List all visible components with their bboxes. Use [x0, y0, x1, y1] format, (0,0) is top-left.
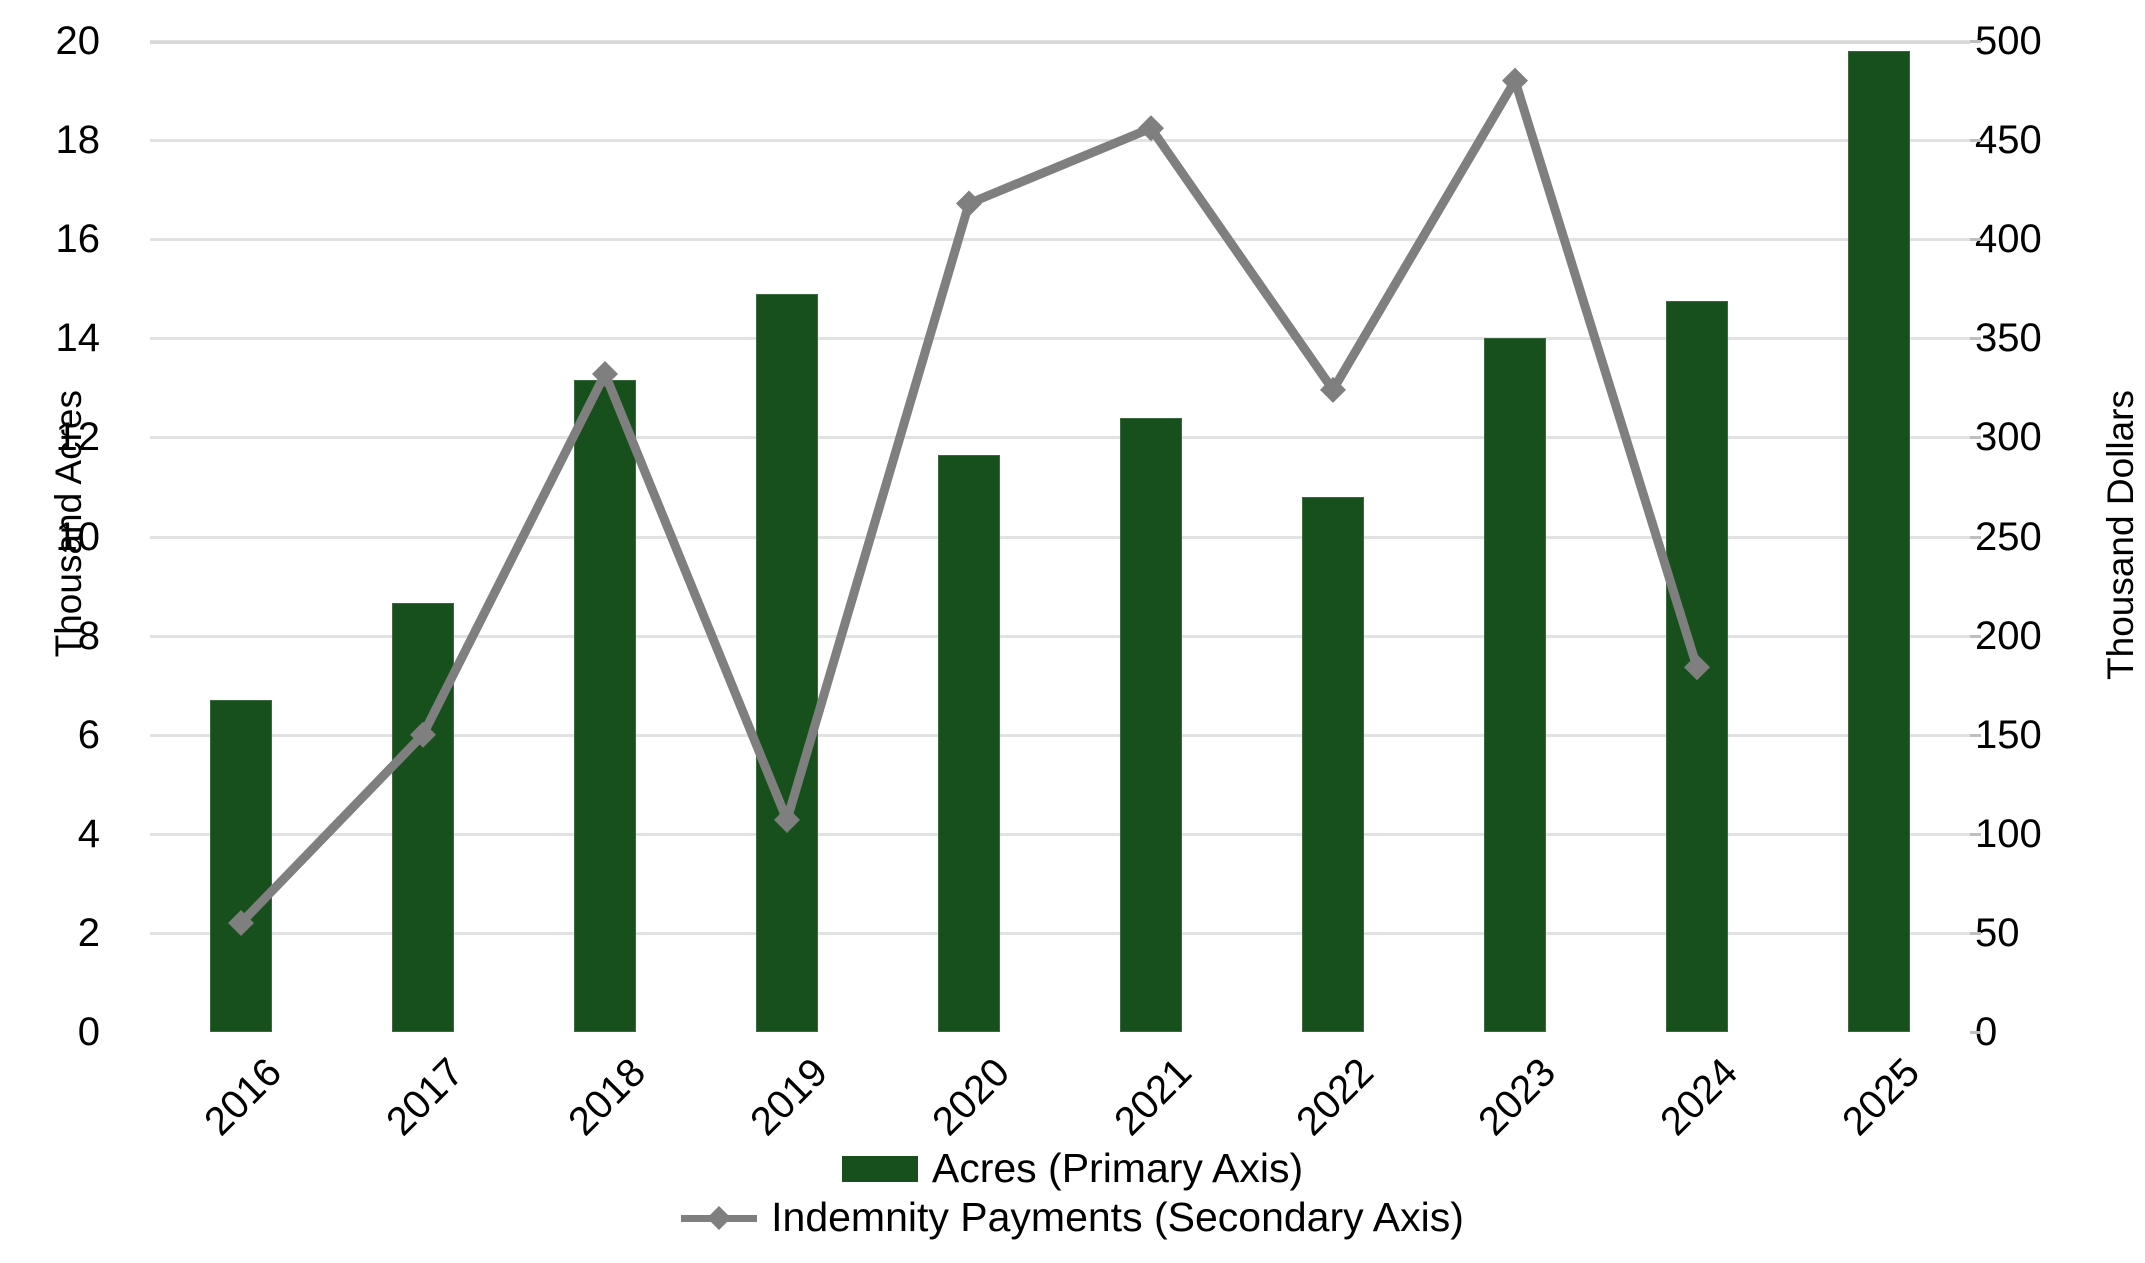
x-tick-label-2020: 2020 [924, 1050, 1019, 1145]
bar-swatch-icon [841, 1155, 918, 1182]
primary-y-tick-label: 14 [55, 316, 101, 361]
secondary-axis-tick-mark [1970, 238, 1981, 242]
x-tick-label-2025: 2025 [1834, 1050, 1929, 1145]
secondary-y-tick-label: 150 [1975, 712, 2042, 757]
primary-y-tick-label: 0 [77, 1010, 100, 1054]
x-axis-line [150, 41, 1970, 44]
legend-label-acres: Acres (Primary Axis) [931, 1145, 1304, 1191]
secondary-axis-tick-mark [1970, 436, 1981, 440]
gridline [150, 337, 1970, 341]
secondary-axis-tick-mark [1970, 634, 1981, 638]
bar-2020[interactable] [938, 454, 1000, 1032]
line-marker-2021[interactable] [1138, 115, 1164, 142]
chart-legend: Acres (Primary Axis) Indemnity Payments … [0, 1148, 2145, 1238]
primary-y-tick-label: 16 [55, 217, 101, 262]
legend-label-indemnity-payments: Indemnity Payments (Secondary Axis) [771, 1194, 1464, 1240]
secondary-axis-tick-mark [1970, 337, 1981, 341]
bar-2019[interactable] [756, 293, 818, 1032]
primary-y-tick-label: 20 [55, 19, 101, 63]
secondary-y-tick-label: 450 [1975, 118, 2042, 163]
bar-2021[interactable] [1120, 417, 1182, 1032]
line-marker-2019[interactable] [774, 806, 800, 833]
line-marker-2023[interactable] [1502, 67, 1528, 94]
bar-2023[interactable] [1484, 338, 1546, 1032]
secondary-y-tick-label: 500 [1975, 19, 2042, 63]
secondary-y-tick-label: 50 [1975, 910, 2020, 955]
gridline [150, 139, 1970, 143]
gridline [150, 535, 1970, 539]
secondary-y-tick-label: 350 [1975, 316, 2042, 361]
secondary-axis-tick-mark [1970, 535, 1981, 539]
primary-y-tick-label: 18 [55, 118, 101, 163]
line-marker-2024[interactable] [1684, 654, 1710, 681]
x-tick-label-2024: 2024 [1652, 1050, 1747, 1145]
primary-y-tick-label: 4 [77, 811, 100, 856]
gridline [150, 931, 1970, 935]
primary-y-tick-label: 12 [55, 415, 101, 460]
line-marker-2018[interactable] [592, 360, 618, 387]
secondary-y-tick-label: 400 [1975, 217, 2042, 262]
secondary-y-axis-title: Thousand Dollars [2100, 390, 2141, 680]
primary-y-tick-label: 2 [77, 910, 100, 955]
gridline [150, 238, 1970, 242]
x-tick-label-2019: 2019 [742, 1050, 837, 1145]
secondary-y-tick-label: 0 [1975, 1010, 1998, 1054]
x-tick-label-2023: 2023 [1470, 1050, 1565, 1145]
bar-2022[interactable] [1302, 496, 1364, 1032]
gridline [150, 733, 1970, 737]
line-marker-2020[interactable] [956, 190, 982, 217]
secondary-axis-tick-mark [1970, 139, 1981, 143]
secondary-y-tick-label: 100 [1975, 811, 2042, 856]
x-tick-label-2016: 2016 [196, 1050, 291, 1145]
legend-item-indemnity-payments[interactable]: Indemnity Payments (Secondary Axis) [681, 1197, 1464, 1238]
x-tick-label-2022: 2022 [1288, 1050, 1383, 1145]
gridline [150, 634, 1970, 638]
secondary-axis-tick-mark [1970, 1031, 1981, 1034]
primary-y-tick-label: 10 [55, 514, 101, 559]
line-diamond-swatch-icon [681, 1205, 758, 1231]
secondary-axis-tick-mark [1970, 931, 1981, 935]
legend-item-acres[interactable]: Acres (Primary Axis) [841, 1145, 1304, 1191]
primary-y-tick-label: 6 [77, 712, 100, 757]
indemnity-markers [228, 67, 1710, 936]
line-marker-2017[interactable] [410, 721, 436, 748]
secondary-axis-tick-mark [1970, 832, 1981, 836]
line-marker-2016[interactable] [228, 909, 254, 936]
x-tick-label-2021: 2021 [1106, 1050, 1201, 1145]
x-tick-label-2017: 2017 [378, 1050, 473, 1145]
line-marker-2022[interactable] [1320, 376, 1346, 403]
plot-area [150, 40, 1981, 1034]
x-tick-label-2018: 2018 [560, 1050, 655, 1145]
bar-2017[interactable] [392, 603, 454, 1032]
secondary-y-tick-label: 250 [1975, 514, 2042, 559]
bar-2018[interactable] [574, 380, 636, 1032]
secondary-y-tick-label: 300 [1975, 415, 2042, 460]
bar-2025[interactable] [1848, 50, 1910, 1032]
gridline [150, 436, 1970, 440]
primary-y-tick-label: 8 [77, 613, 100, 658]
secondary-y-tick-label: 200 [1975, 613, 2042, 658]
x-axis-labels: 2016 2017 2018 2019 2020 2021 2022 2023 2024 2025 [150, 1032, 1970, 1162]
line-series [228, 67, 1710, 936]
secondary-axis-tick-mark [1970, 733, 1981, 737]
secondary-axis-tick-mark [1970, 40, 1981, 43]
gridline [150, 832, 1970, 836]
bar-2016[interactable] [210, 700, 272, 1032]
